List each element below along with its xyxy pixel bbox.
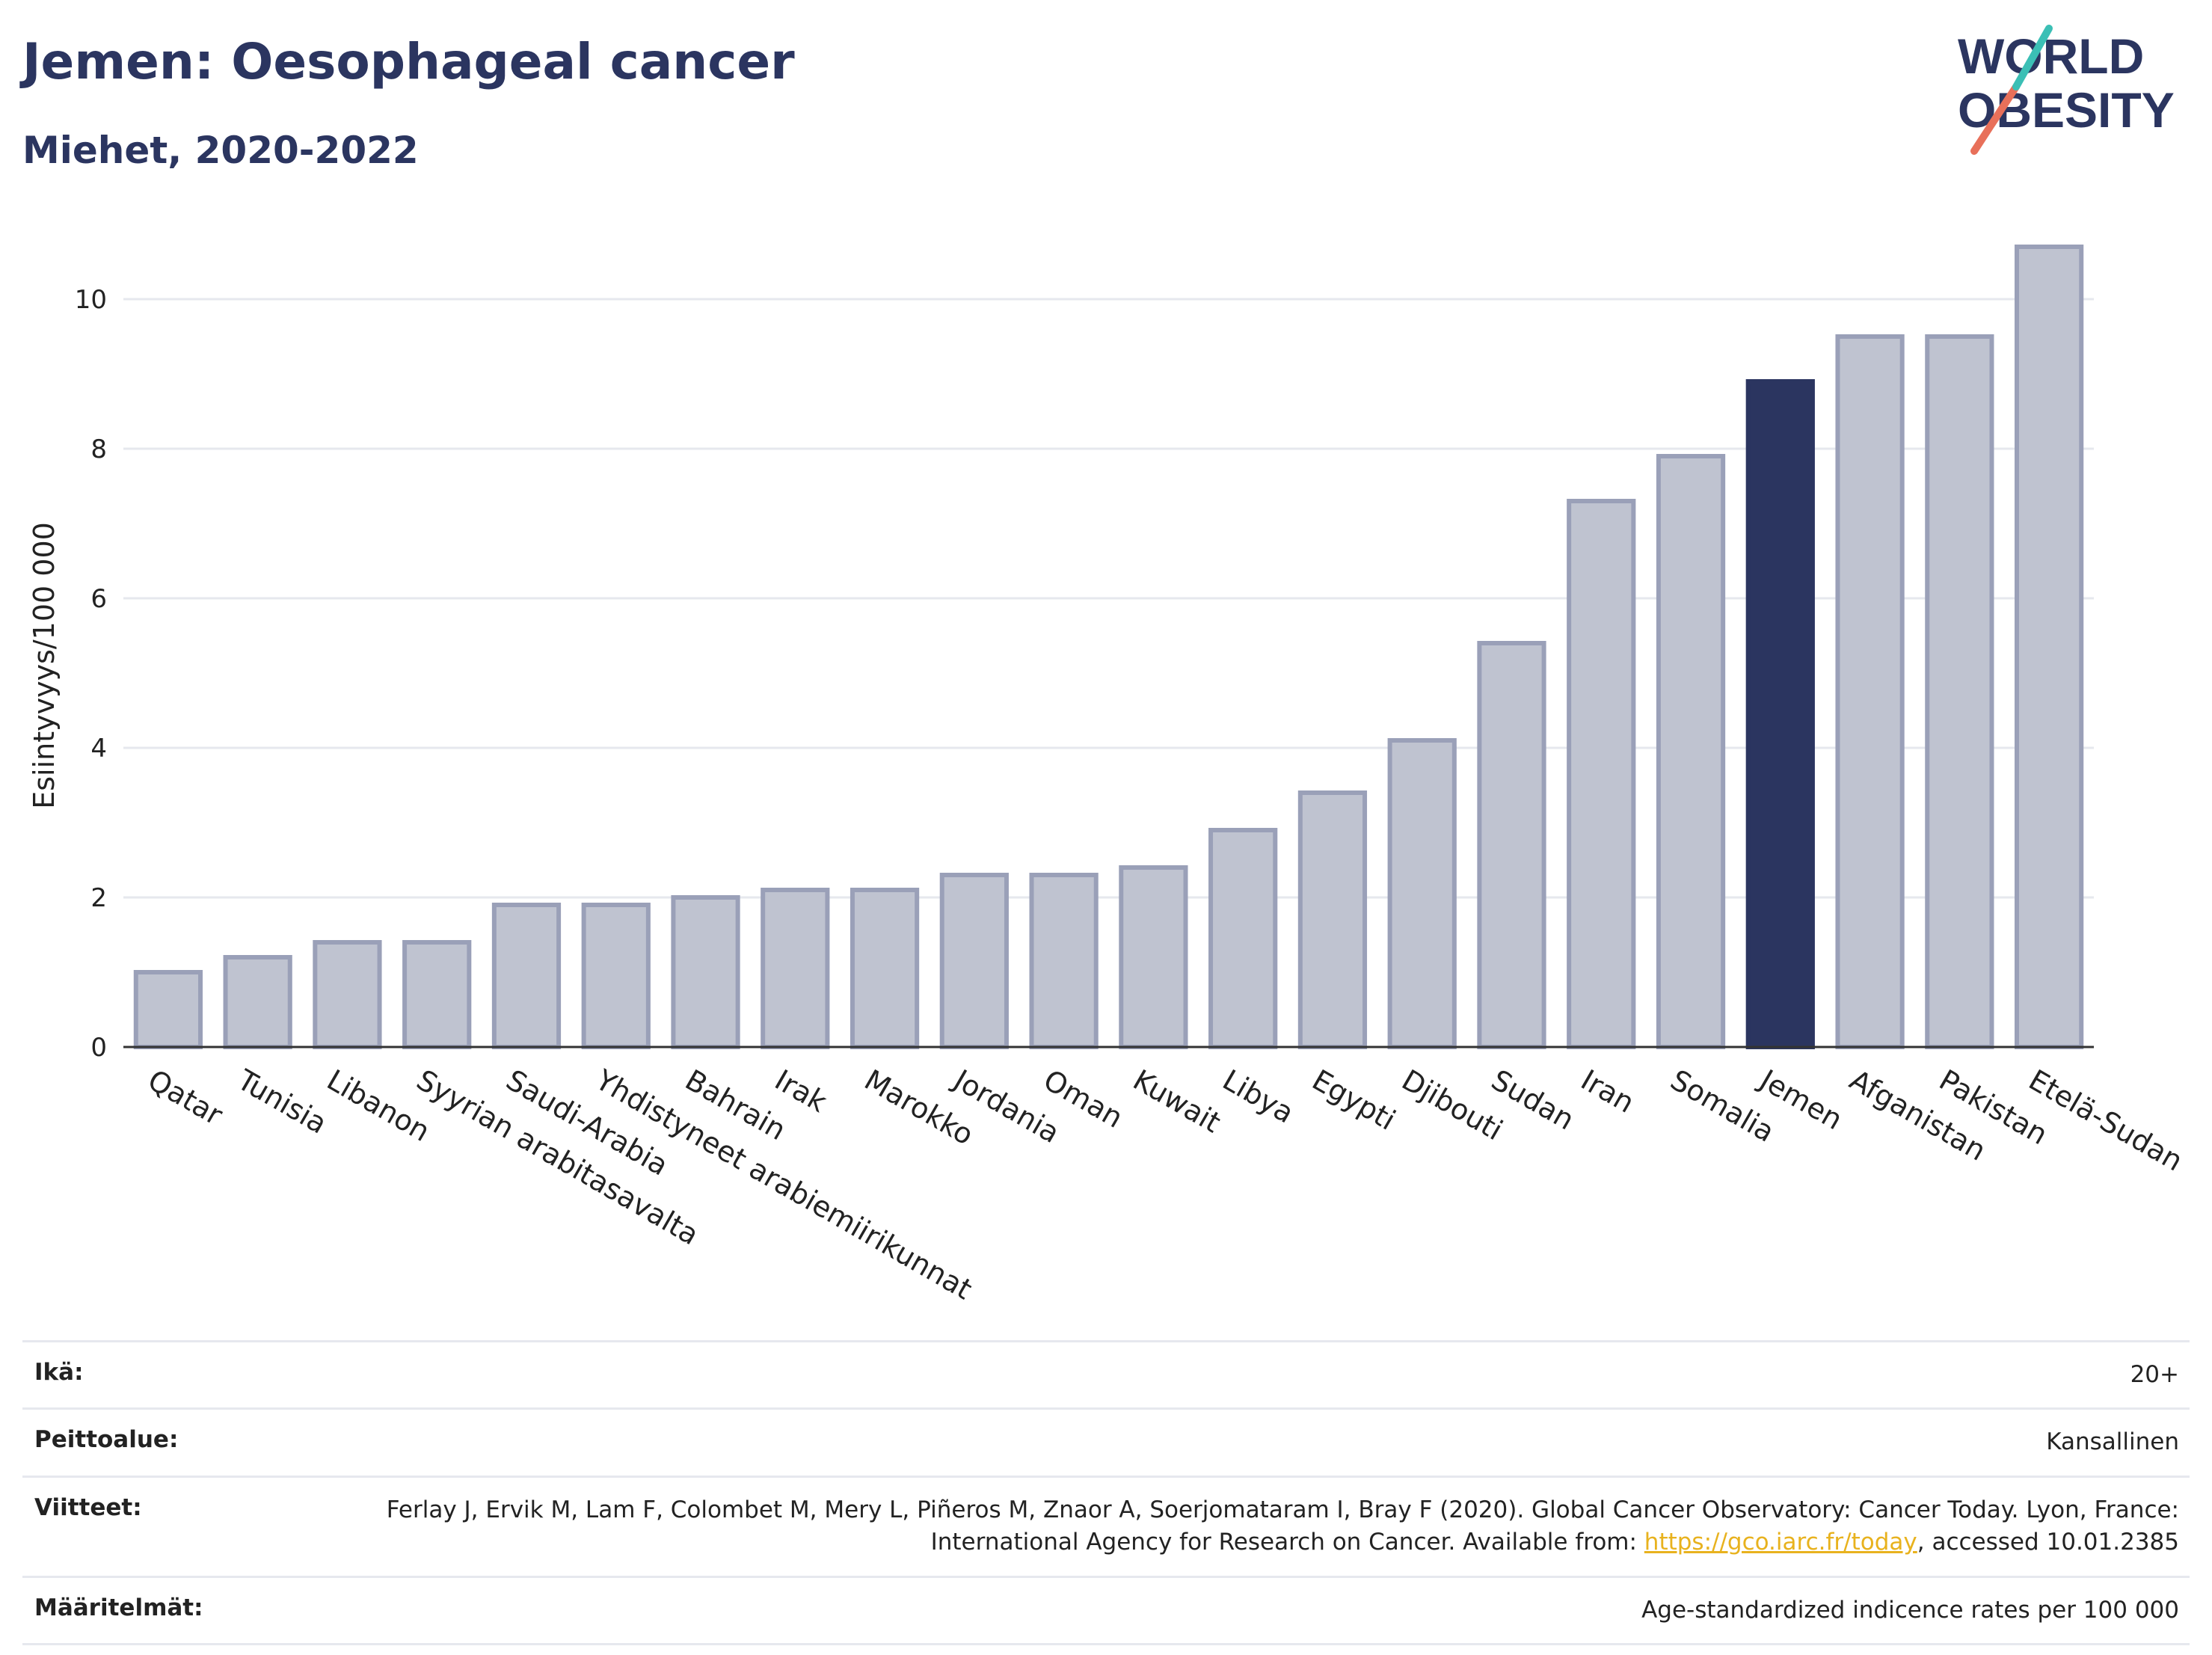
reference-text: Ferlay J, Ervik M, Lam F, Colombet M, Me…	[386, 1496, 2179, 1556]
y-tick-label: 0	[90, 1033, 107, 1063]
y-tick-label: 6	[90, 584, 107, 614]
bar	[1297, 790, 1368, 1049]
bar	[2014, 245, 2084, 1049]
meta-label-age: Ikä:	[34, 1359, 84, 1386]
bar	[671, 895, 740, 1049]
meta-label-references: Viitteet:	[34, 1493, 142, 1521]
y-tick-label: 10	[75, 285, 107, 315]
meta-row-age: Ikä: 20+	[22, 1340, 2190, 1407]
bar	[1835, 334, 1905, 1049]
meta-row-references: Viitteet: Ferlay J, Ervik M, Lam F, Colo…	[22, 1475, 2190, 1576]
chart-title: Jemen: Oesophageal cancer	[22, 33, 795, 90]
reference-accessed: , accessed 10.01.2385	[1917, 1529, 2179, 1556]
bar	[491, 903, 562, 1049]
bar	[1477, 641, 1546, 1049]
x-tick-label: Kuwait	[1128, 1063, 1226, 1140]
bar	[1656, 454, 1726, 1049]
bar	[1387, 738, 1457, 1049]
x-tick-label: Libya	[1217, 1063, 1300, 1130]
metadata-table: Ikä: 20+ Peittoalue: Kansallinen Viittee…	[22, 1340, 2190, 1645]
world-obesity-logo: WORLD OBESITY	[1958, 25, 2175, 155]
bar	[1119, 865, 1188, 1049]
meta-label-coverage: Peittoalue:	[34, 1426, 179, 1454]
bar	[1925, 334, 1994, 1049]
x-tick-label: Iran	[1576, 1063, 1640, 1120]
x-tick-label: Qatar	[142, 1063, 228, 1132]
y-tick-label: 2	[90, 883, 107, 913]
bar	[1208, 828, 1278, 1049]
x-tick-label: Djibouti	[1396, 1063, 1508, 1147]
bar	[1567, 499, 1636, 1049]
x-tick-label: Egypti	[1306, 1063, 1401, 1137]
logo-line2: OBESITY	[1958, 82, 2175, 138]
logo-slash-coral	[1970, 83, 2020, 155]
x-tick-label: Tunisia	[231, 1063, 332, 1140]
meta-value-age: 20+	[2130, 1361, 2179, 1388]
x-tick-label: Somalia	[1665, 1063, 1781, 1149]
bar-highlight	[1745, 379, 1815, 1049]
y-tick-label: 4	[90, 734, 107, 764]
bar	[402, 940, 472, 1049]
logo-slash-teal	[2012, 25, 2053, 90]
meta-row-definitions: Määritelmät: Age-standardized indicence …	[22, 1575, 2190, 1645]
reference-link[interactable]: https://gco.iarc.fr/today	[1644, 1529, 1917, 1556]
bar	[581, 903, 651, 1049]
bar	[1029, 873, 1099, 1049]
y-axis-label: Esiintyvyys/100 000	[28, 522, 61, 809]
meta-value-coverage: Kansallinen	[2046, 1428, 2179, 1456]
x-tick-label: Libanon	[322, 1063, 435, 1148]
bar	[850, 888, 920, 1049]
bar	[313, 940, 382, 1049]
meta-value-definitions: Age-standardized indicence rates per 100…	[1641, 1596, 2179, 1624]
bar	[133, 970, 203, 1049]
bar	[761, 888, 830, 1049]
logo-line1: WORLD	[1958, 28, 2144, 84]
y-tick-label: 8	[90, 435, 107, 464]
meta-row-coverage: Peittoalue: Kansallinen	[22, 1407, 2190, 1475]
bar	[939, 873, 1009, 1049]
meta-value-references: Ferlay J, Ervik M, Lam F, Colombet M, Me…	[384, 1494, 2190, 1559]
bar	[223, 955, 292, 1049]
meta-label-definitions: Määritelmät:	[34, 1594, 203, 1621]
chart-subtitle: Miehet, 2020-2022	[22, 129, 419, 172]
